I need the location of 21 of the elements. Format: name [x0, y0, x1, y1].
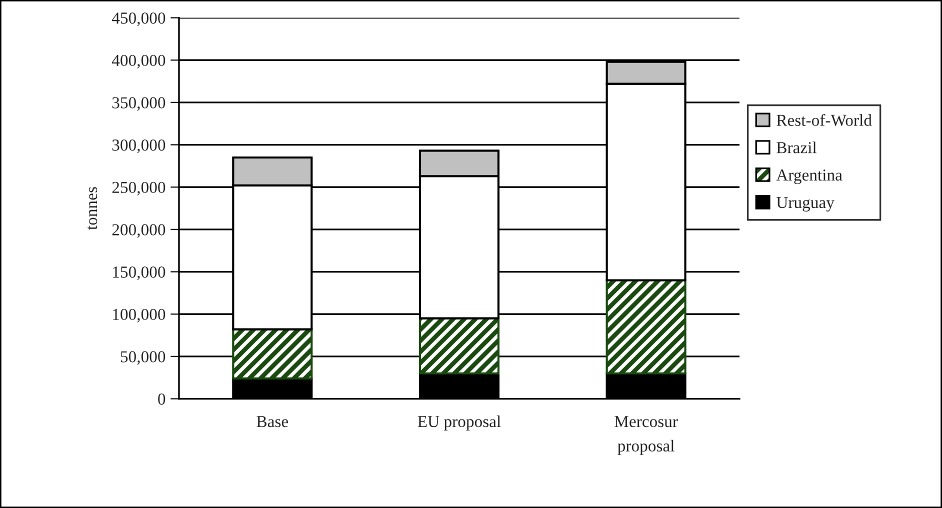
y-tick-label: 400,000 — [112, 54, 166, 68]
y-tick-label: 450,000 — [112, 12, 166, 26]
y-tick-label: 300,000 — [112, 139, 166, 154]
y-tick-label: 150,000 — [113, 266, 166, 280]
y-tick-label: 100,000 — [113, 308, 166, 322]
legend-label: Argentina — [776, 169, 842, 184]
y-tick-label: 350,000 — [112, 97, 166, 111]
legend-label: Brazil — [776, 142, 817, 154]
y-tick-label: 200,000 — [112, 224, 166, 238]
bar — [418, 317, 500, 374]
y-axis-title: tonnes — [88, 187, 98, 230]
legend-label: Rest-of-World — [776, 114, 872, 126]
y-tick-label: 250,000 — [112, 182, 166, 196]
legend-label: Uruguay — [776, 197, 834, 212]
x-tick-label: EU proposal — [418, 415, 501, 431]
bar — [232, 328, 313, 380]
x-tick-label: Base — [256, 416, 288, 428]
bar — [606, 279, 686, 374]
x-tick-label: Mercosur proposal — [614, 416, 678, 455]
y-tick-label: 50,000 — [120, 351, 166, 365]
y-tick-label: 0 — [158, 393, 166, 405]
